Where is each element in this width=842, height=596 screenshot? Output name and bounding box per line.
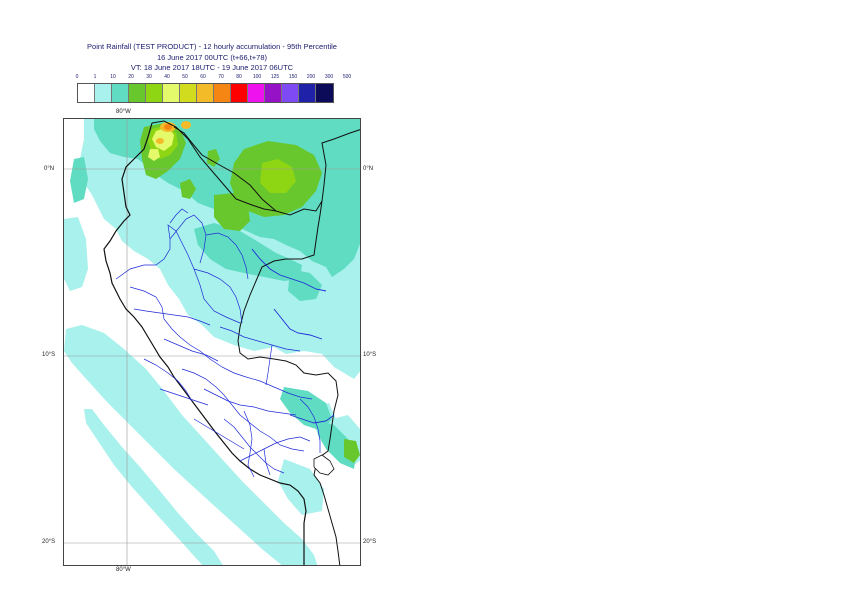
legend-label: 0 xyxy=(75,74,79,80)
lon-label-top: 80°W xyxy=(116,109,131,115)
rain-area-extreme xyxy=(152,127,174,151)
legend-swatch xyxy=(299,84,316,102)
legend-label: 10 xyxy=(110,74,116,80)
forecast-base-time: 16 June 2017 00UTC (t+66,t+78) xyxy=(156,53,268,62)
rain-peak xyxy=(156,138,164,144)
validity-time: VT: 18 June 2017 18UTC - 19 June 2017 06… xyxy=(130,63,294,72)
legend-swatch xyxy=(282,84,299,102)
rain-area-light xyxy=(278,459,324,515)
legend-swatch xyxy=(316,84,333,102)
rain-area-extreme xyxy=(148,149,160,161)
legend-label: 50 xyxy=(182,74,188,80)
rain-peak xyxy=(164,124,172,130)
internal-boundary xyxy=(169,208,321,453)
legend-label: 500 xyxy=(342,74,352,80)
border xyxy=(173,126,277,212)
map-title: Point Rainfall (TEST PRODUCT) - 12 hourl… xyxy=(87,42,337,51)
legend-label: 30 xyxy=(146,74,152,80)
legend-label: 1 xyxy=(93,74,97,80)
legend-label: 60 xyxy=(200,74,206,80)
internal-boundary xyxy=(143,358,311,476)
legend-label: 125 xyxy=(270,74,280,80)
rain-area-moderate xyxy=(194,223,302,281)
legend-label: 40 xyxy=(164,74,170,80)
rain-area-light xyxy=(84,409,223,565)
legend-label: 200 xyxy=(306,74,316,80)
legend-label: 70 xyxy=(218,74,224,80)
rain-area-very-heavy xyxy=(260,159,296,193)
lon-label-bottom: 80°W xyxy=(116,567,131,573)
lat-label-0-right: 0°N xyxy=(363,166,374,172)
legend-swatch xyxy=(214,84,231,102)
rain-area-moderate xyxy=(288,269,322,301)
legend-labels: 0 1 10 20 30 40 50 60 70 80 100 125 150 … xyxy=(68,74,358,83)
lat-label-20s-left: 20°S xyxy=(42,539,56,545)
legend-swatch xyxy=(146,84,163,102)
rain-area-moderate xyxy=(70,157,88,203)
legend-swatch xyxy=(129,84,146,102)
legend-swatch xyxy=(248,84,265,102)
rain-area-heavy xyxy=(214,193,250,231)
rain-area-light xyxy=(64,217,88,291)
rain-area-heavy xyxy=(180,179,196,199)
legend-swatch xyxy=(197,84,214,102)
internal-boundary xyxy=(133,308,305,478)
border xyxy=(237,200,341,565)
legend-swatch xyxy=(112,84,129,102)
legend-swatch xyxy=(95,84,112,102)
lat-label-10s-right: 10°S xyxy=(363,352,377,358)
legend-swatch xyxy=(163,84,180,102)
lat-label-0-left: 0°N xyxy=(44,166,55,172)
river xyxy=(251,248,335,424)
legend-swatch xyxy=(180,84,197,102)
rain-area-heavy xyxy=(207,149,220,167)
legend-swatch xyxy=(78,84,95,102)
lat-label-10s-left: 10°S xyxy=(42,352,56,358)
legend-label: 300 xyxy=(324,74,334,80)
coastline xyxy=(103,122,307,565)
lat-label-20s-right: 20°S xyxy=(363,539,377,545)
rain-area-light xyxy=(64,325,318,565)
rainfall-map xyxy=(64,119,360,565)
legend-label: 80 xyxy=(236,74,242,80)
legend-label: 20 xyxy=(128,74,134,80)
legend-swatch xyxy=(231,84,248,102)
map-panel xyxy=(63,118,361,566)
rain-peak xyxy=(181,121,191,129)
legend-label: 150 xyxy=(288,74,298,80)
color-legend xyxy=(77,83,334,103)
rain-area-heavy xyxy=(344,439,360,463)
legend-swatch xyxy=(265,84,282,102)
lake-titicaca xyxy=(313,454,335,476)
legend-label: 100 xyxy=(252,74,262,80)
